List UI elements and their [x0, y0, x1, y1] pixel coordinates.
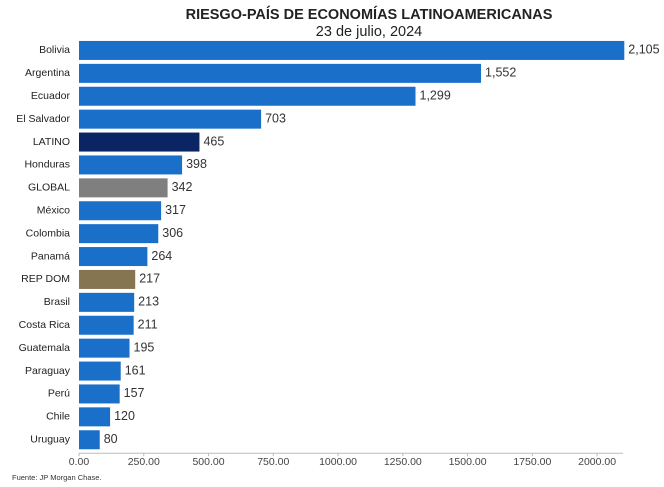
value-label: 1,552	[485, 66, 516, 80]
category-label: El Salvador	[16, 113, 70, 125]
x-tick-label: 1250.00	[384, 456, 422, 468]
value-label: 2,105	[628, 43, 659, 57]
value-label: 264	[151, 249, 172, 263]
value-label: 211	[138, 318, 158, 332]
value-label: 1,299	[420, 89, 451, 103]
value-label: 161	[125, 363, 146, 377]
bar	[79, 109, 262, 129]
bar	[79, 178, 168, 198]
category-label: Perú	[48, 388, 70, 400]
value-label: 465	[203, 134, 224, 148]
category-label: Argentina	[25, 67, 70, 79]
category-label: REP DOM	[21, 273, 70, 285]
value-label: 157	[124, 386, 145, 400]
category-label: Brasil	[44, 296, 70, 308]
value-label: 80	[104, 432, 118, 446]
chart-title: RIESGO-PAÍS DE ECONOMÍAS LATINOAMERICANA…	[186, 6, 553, 23]
chart-subtitle: 23 de julio, 2024	[316, 24, 422, 40]
category-label: Costa Rica	[19, 319, 71, 331]
bar	[79, 224, 159, 244]
bar	[79, 315, 134, 335]
x-tick-label: 250.00	[128, 456, 160, 468]
category-label: Panamá	[31, 250, 70, 262]
x-tick-label: 1000.00	[319, 456, 357, 468]
bar	[79, 155, 183, 175]
category-label: LATINO	[33, 136, 70, 148]
source-note: Fuente: JP Morgan Chase.	[12, 473, 102, 482]
category-label: GLOBAL	[28, 182, 70, 194]
x-tick-label: 1500.00	[449, 456, 487, 468]
bar	[79, 86, 416, 106]
value-label: 306	[162, 226, 183, 240]
category-label: Chile	[46, 411, 70, 423]
value-label: 342	[172, 180, 193, 194]
x-tick-label: 750.00	[257, 456, 289, 468]
category-label: Ecuador	[31, 90, 71, 102]
category-label: Guatemala	[19, 342, 71, 354]
value-label: 217	[139, 272, 160, 286]
value-label: 195	[134, 340, 155, 354]
bar	[79, 384, 120, 404]
bar	[79, 407, 111, 427]
category-label: Colombia	[26, 227, 71, 239]
bar	[79, 63, 482, 83]
x-tick-label: 500.00	[192, 456, 224, 468]
bar	[79, 269, 136, 289]
value-label: 703	[265, 111, 286, 125]
category-label: Bolivia	[39, 44, 70, 56]
value-label: 213	[138, 295, 159, 309]
x-tick-label: 1750.00	[513, 456, 551, 468]
x-tick-label: 2000.00	[578, 456, 616, 468]
bar	[79, 247, 148, 267]
bar	[79, 430, 100, 450]
value-label: 317	[165, 203, 186, 217]
bar	[79, 40, 625, 60]
value-label: 398	[186, 157, 207, 171]
value-label: 120	[114, 409, 135, 423]
bar	[79, 292, 135, 312]
category-label: Uruguay	[30, 434, 70, 446]
bar	[79, 338, 130, 358]
bar	[79, 201, 162, 221]
category-label: México	[37, 205, 70, 217]
category-label: Paraguay	[25, 365, 71, 377]
x-tick-label: 0.00	[69, 456, 90, 468]
bar	[79, 361, 121, 381]
category-label: Honduras	[24, 159, 70, 171]
bar	[79, 132, 200, 152]
